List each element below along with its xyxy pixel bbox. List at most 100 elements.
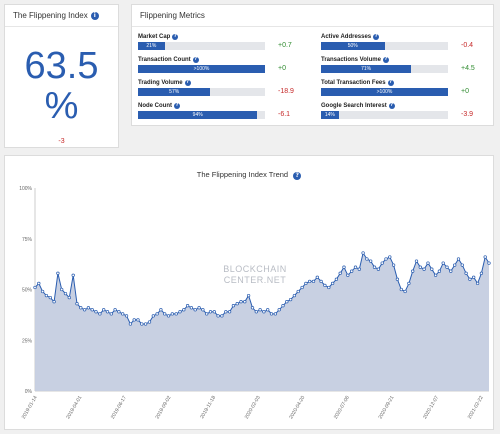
trend-data-point: [372, 265, 377, 269]
metric-label: Node Count?: [138, 102, 308, 110]
trend-title: The Flippening Index Trend ?: [5, 170, 493, 180]
x-tick-label: 2019-09-02: [155, 395, 173, 420]
flippening-metrics-panel: Flippening Metrics Market Cap? 21% +0.7 Tra…: [131, 4, 494, 126]
trend-data-point: [132, 318, 136, 322]
trend-data-point: [128, 322, 133, 326]
question-circle-icon[interactable]: ?: [172, 34, 179, 40]
x-tick-label: 2021-02-22: [467, 395, 485, 420]
trend-data-point: [311, 279, 316, 284]
trend-data-point: [151, 314, 155, 318]
trend-data-point: [323, 283, 327, 288]
metric-progress-fill: [138, 111, 258, 119]
trend-data-point: [185, 304, 190, 308]
trend-data-point: [102, 308, 106, 312]
trend-data-point: [147, 320, 152, 324]
trend-data-point: [82, 308, 87, 312]
question-circle-icon[interactable]: ?: [388, 103, 395, 109]
index-panel-title: The Flippening Index: [13, 11, 88, 20]
trend-data-point: [63, 291, 68, 296]
metric-bar-text: 94%: [192, 112, 203, 118]
metric-change: -0.4: [461, 42, 474, 49]
metric-label-text: Market Cap: [138, 34, 171, 40]
y-tick-label: 25%: [22, 338, 33, 344]
info-icon[interactable]: i: [90, 11, 99, 20]
trend-data-point: [250, 306, 255, 310]
trend-data-point: [220, 314, 224, 318]
trend-data-point: [109, 312, 113, 316]
metric-label-text: Transaction Count: [138, 57, 191, 63]
trend-data-point: [361, 251, 365, 255]
question-circle-icon[interactable]: ?: [387, 80, 394, 86]
metric-label: Market Cap?: [138, 33, 308, 41]
trend-data-point: [37, 281, 41, 286]
metric-total-transaction-fees: Total Transaction Fees? >100% +0: [321, 79, 491, 101]
trend-data-point: [456, 257, 461, 261]
metric-progress-bar: 14%: [321, 111, 448, 119]
trend-chart: 0% 25% 50% 75% 100% 2019-01-14 2019-04-01 2019-…: [19, 186, 491, 420]
trend-data-point: [227, 310, 232, 314]
trend-data-point: [166, 314, 171, 318]
trend-data-point: [430, 267, 434, 271]
x-tick-label: 2020-07-06: [333, 395, 351, 420]
metric-label-text: Total Transaction Fees: [321, 80, 386, 86]
trend-data-point: [239, 300, 243, 304]
trend-data-point: [384, 257, 388, 261]
index-panel-header: The Flippening Index i: [5, 5, 118, 27]
metric-label: Total Transaction Fees?: [321, 79, 491, 87]
question-circle-icon[interactable]: ?: [192, 57, 199, 63]
trend-data-point: [300, 285, 304, 290]
metric-progress-fill: [321, 111, 339, 119]
metric-label-text: Transactions Volume: [321, 57, 381, 63]
y-tick-label: 75%: [22, 237, 33, 243]
trend-data-point: [86, 306, 91, 310]
trend-data-point: [353, 265, 358, 269]
metric-node-count: Node Count? 94% -6.1: [138, 102, 308, 124]
metric-progress-bar: >100%: [138, 65, 265, 73]
question-circle-icon[interactable]: ?: [174, 103, 180, 109]
trend-data-point: [79, 306, 83, 310]
metric-bar-text: 14%: [324, 112, 335, 118]
trend-data-point: [437, 269, 442, 273]
question-circle-icon[interactable]: ?: [373, 34, 380, 40]
metric-progress-fill: [138, 42, 165, 50]
trend-data-point: [71, 273, 75, 277]
question-circle-icon[interactable]: ?: [184, 80, 191, 86]
trend-data-point: [472, 275, 476, 279]
trend-data-point: [155, 312, 159, 316]
trend-data-point: [315, 275, 319, 279]
trend-data-point: [269, 312, 274, 316]
trend-data-point: [201, 308, 205, 312]
trend-data-point: [136, 318, 140, 322]
metric-change: -18.9: [278, 88, 294, 95]
trend-data-point: [189, 306, 194, 310]
trend-area: [35, 253, 489, 391]
x-tick-label: 2020-12-07: [422, 395, 440, 420]
trend-data-point: [163, 312, 167, 316]
trend-data-point: [98, 312, 102, 316]
trend-data-point: [369, 259, 373, 263]
trend-data-point: [357, 267, 361, 271]
help-icon[interactable]: ?: [293, 172, 302, 180]
metric-bar-text: 57%: [169, 89, 180, 95]
trend-data-point: [433, 273, 438, 277]
trend-data-point: [121, 312, 125, 316]
watermark-text: CENTER.NET: [224, 275, 287, 285]
trend-data-point: [262, 310, 266, 314]
trend-data-point: [75, 302, 79, 306]
x-tick-label: 2019-01-14: [21, 395, 39, 420]
trend-data-point: [258, 308, 262, 312]
question-circle-icon[interactable]: ?: [382, 57, 389, 63]
trend-data-point: [113, 308, 117, 312]
trend-data-point: [483, 255, 487, 259]
x-tick-label: 2019-11-18: [199, 395, 217, 420]
metric-label: Active Addresses?: [321, 33, 491, 41]
metric-label: Trading Volume?: [138, 79, 308, 87]
metrics-panel-header: Flippening Metrics: [132, 5, 493, 27]
metric-change: +0: [461, 88, 469, 95]
metric-progress-fill: [138, 88, 211, 96]
metric-change: -3.9: [461, 111, 474, 118]
metric-label: Transactions Volume?: [321, 56, 491, 64]
metric-label-text: Google Search Interest: [321, 103, 387, 109]
metric-change: +4.5: [461, 65, 475, 72]
trend-data-point: [205, 312, 209, 316]
